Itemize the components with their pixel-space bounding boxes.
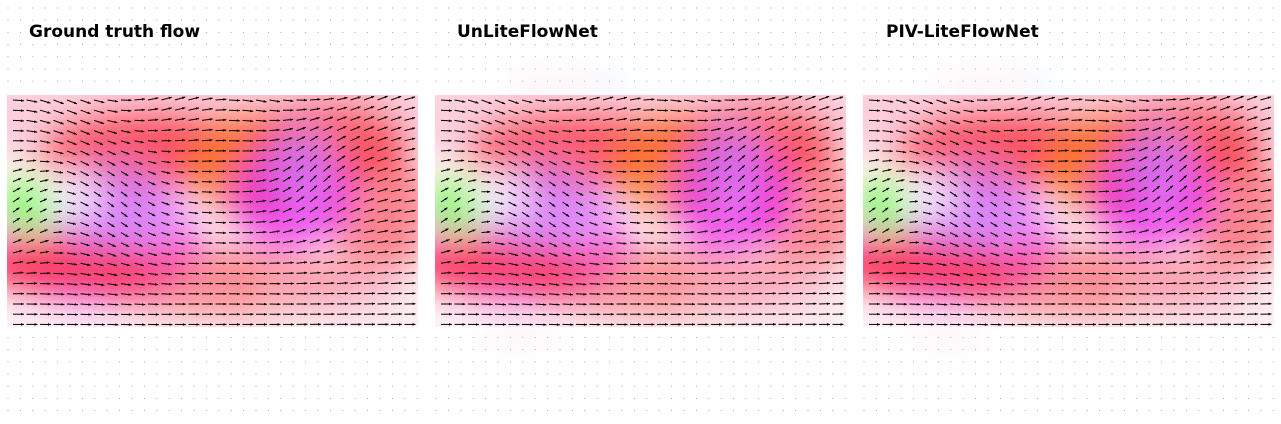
panel-title-ground-truth: Ground truth flow [29,22,201,42]
flow-field-image-ground-truth [7,7,418,412]
velocity-arrow-field [12,95,416,326]
panel-unliteflownet: UnLiteFlowNet [428,0,853,424]
panel-title-piv-liteflownet: PIV-LiteFlowNet [886,22,1039,42]
background-dot-grid [7,7,418,412]
velocity-arrow-field [440,95,844,326]
background-dot-grid [435,7,846,412]
velocity-arrow-field [868,95,1272,326]
flow-colour-map [7,95,418,315]
flow-field-image-piv-liteflownet [863,7,1274,412]
panel-piv-liteflownet: PIV-LiteFlowNet [856,0,1281,424]
flow-field-image-unliteflownet [435,7,846,412]
panel-ground-truth: Ground truth flow [0,0,425,424]
flow-colour-map [435,95,846,315]
panel-title-unliteflownet: UnLiteFlowNet [457,22,598,42]
flow-colour-map [863,95,1274,315]
